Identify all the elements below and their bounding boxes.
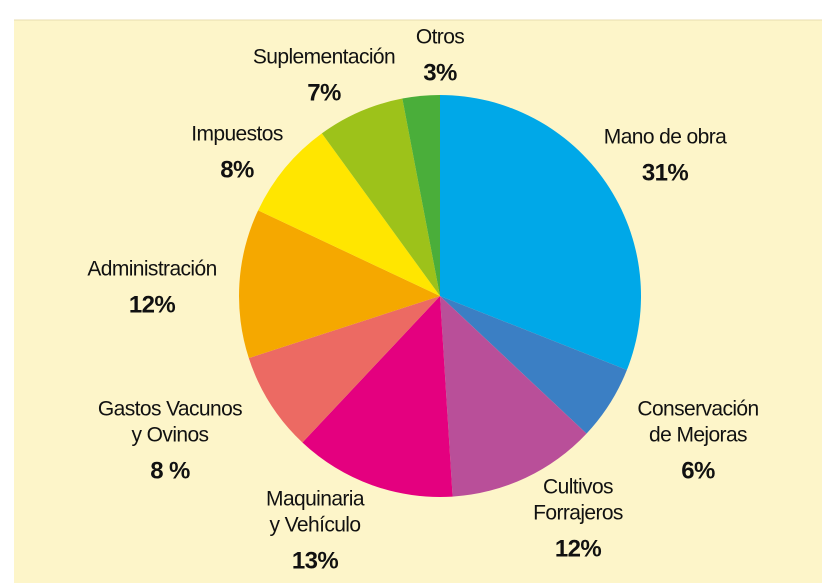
pie-slice: [440, 296, 587, 497]
slice-label: Otros: [416, 26, 464, 49]
slice-value-label: 31%: [642, 159, 688, 186]
slice-value-label: 8%: [220, 156, 254, 183]
slice-label: Gastos Vacunos: [98, 398, 242, 421]
slice-label: Impuestos: [191, 123, 283, 146]
pie-slice: [402, 95, 440, 296]
pie-slice: [440, 296, 627, 434]
slice-value-label: 6%: [681, 457, 715, 484]
pie-slice: [238, 210, 440, 359]
pie-slice: [258, 133, 440, 296]
pie-slice: [440, 95, 641, 370]
slice-label: Mano de obra: [604, 126, 727, 149]
pie-slice: [248, 296, 440, 443]
slice-label: Forrajeros: [533, 502, 623, 525]
slice-label: y Vehículo: [270, 514, 361, 537]
slice-value-label: 3%: [423, 59, 457, 86]
slice-label: de Mejoras: [649, 424, 747, 447]
pie-slice: [302, 296, 453, 497]
slice-value-label: 7%: [307, 79, 341, 106]
slice-value-label: 13%: [292, 547, 338, 574]
slice-label: Cultivos: [543, 476, 613, 499]
slice-label: Conservación: [637, 398, 758, 421]
slice-value-label: 12%: [129, 291, 175, 318]
pie-slice: [321, 98, 440, 296]
slice-label: Administración: [87, 258, 216, 281]
slice-label: y Ovinos: [132, 424, 209, 447]
slice-label: Maquinaria: [266, 488, 365, 511]
slice-value-label: 8 %: [150, 457, 190, 484]
slice-label: Suplementación: [253, 46, 395, 69]
slice-value-label: 12%: [555, 535, 601, 562]
